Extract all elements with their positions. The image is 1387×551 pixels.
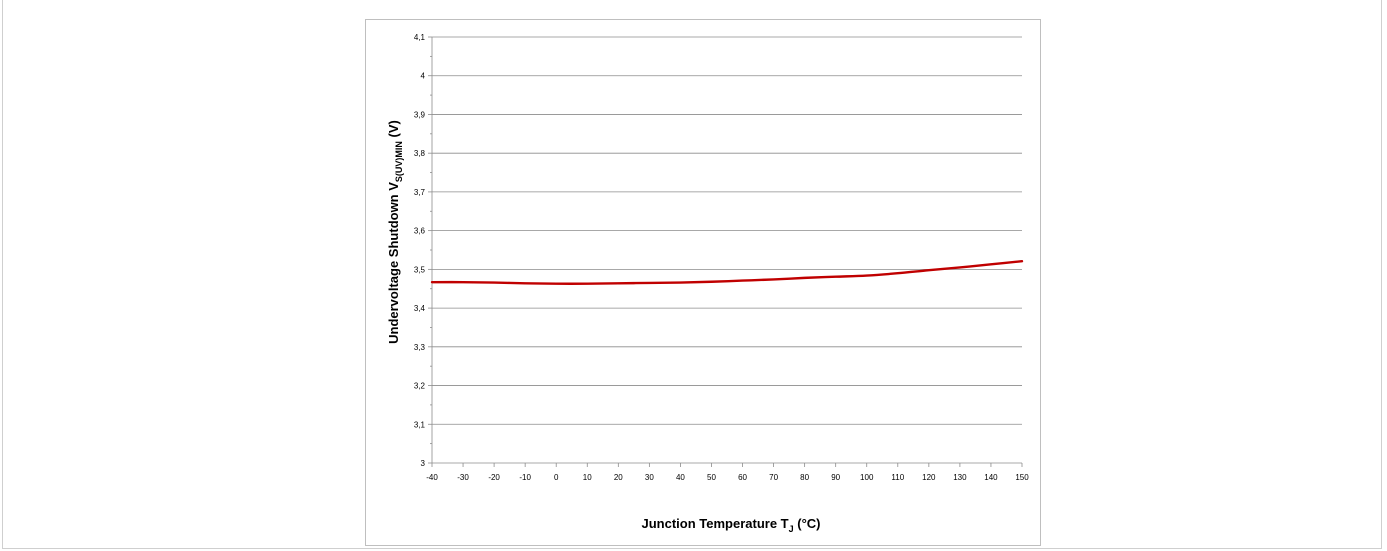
x-tick-label: -20: [488, 473, 500, 482]
y-axis-title-unit: (V): [386, 120, 401, 141]
y-tick-label: 3,2: [414, 382, 426, 391]
y-tick-label: 3,7: [414, 188, 426, 197]
series-line: [430, 260, 1024, 285]
x-tick-label: 30: [645, 473, 654, 482]
y-axis-title-main: Undervoltage Shutdown V: [386, 182, 401, 344]
y-tick-label: 3,5: [414, 265, 426, 274]
y-tick-label: 4: [421, 72, 426, 81]
y-tick-label: 3,1: [414, 420, 426, 429]
y-axis-title-subscript: S(UV)MIN: [394, 141, 404, 182]
y-axis-title: Undervoltage Shutdown VS(UV)MIN (V): [386, 120, 404, 344]
x-tick-label: -30: [457, 473, 469, 482]
x-tick-label: 130: [953, 473, 967, 482]
x-tick-label: 90: [831, 473, 840, 482]
axis-layer: [428, 36, 1023, 467]
x-tick-label: 150: [1015, 473, 1029, 482]
x-tick-label: 140: [984, 473, 998, 482]
y-tick-label: 3,4: [414, 304, 426, 313]
x-tick-label: 40: [676, 473, 685, 482]
y-tick-label: 3,3: [414, 343, 426, 352]
x-tick-label: -40: [426, 473, 438, 482]
x-tick-label: 110: [891, 473, 904, 482]
series-layer: [430, 260, 1024, 285]
y-tick-label: 3,9: [414, 110, 426, 119]
y-tick-label: 3,6: [414, 227, 426, 236]
grid-layer: [432, 36, 1022, 425]
x-tick-label: 20: [614, 473, 623, 482]
x-axis-title-subscript: J: [789, 524, 794, 534]
x-tick-label: 60: [738, 473, 747, 482]
x-tick-label: -10: [519, 473, 531, 482]
y-tick-label: 3,8: [414, 149, 426, 158]
x-axis-title: Junction Temperature TJ (°C): [642, 516, 821, 534]
y-tick-label: 3: [421, 459, 426, 468]
x-tick-label: 50: [707, 473, 716, 482]
x-axis-title-main: Junction Temperature T: [642, 516, 789, 531]
tick-labels: 3 3,1 3,2 3,3 3,4 3,5 3,6 3,7 3,8 3,9 4 4,1 -40 -30 -2…: [414, 33, 1029, 482]
x-tick-label: 10: [583, 473, 592, 482]
x-tick-label: 100: [860, 473, 874, 482]
x-tick-label: 70: [769, 473, 778, 482]
x-tick-label: 80: [800, 473, 809, 482]
x-tick-label: 120: [922, 473, 936, 482]
x-axis-title-unit: (°C): [794, 516, 821, 531]
y-tick-label: 4,1: [414, 33, 426, 42]
x-tick-label: 0: [554, 473, 559, 482]
